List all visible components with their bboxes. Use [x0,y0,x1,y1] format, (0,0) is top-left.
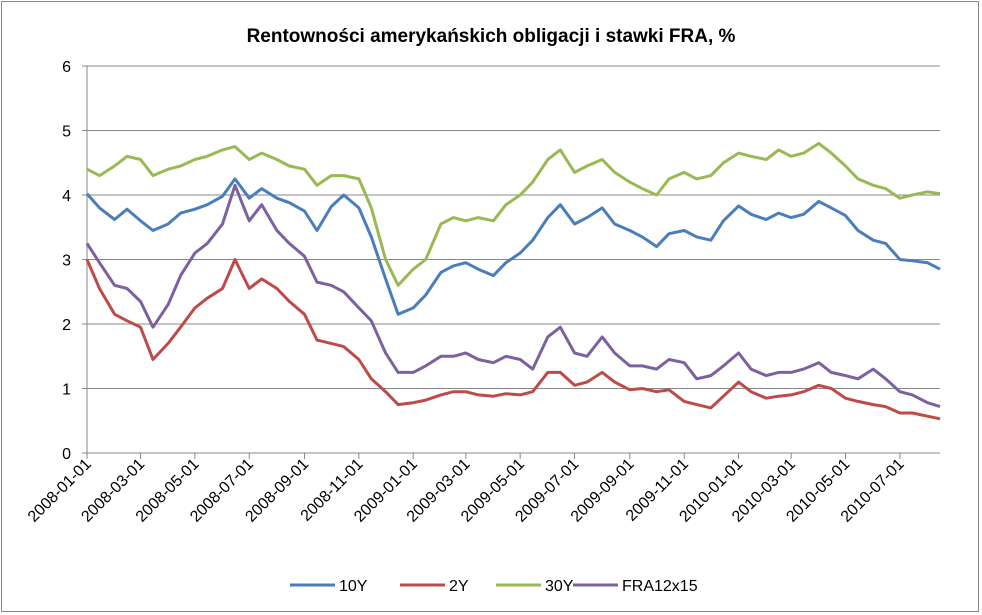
y-tick-label: 4 [62,188,71,205]
y-tick-label: 3 [62,253,71,270]
legend-label: 10Y [339,578,368,595]
y-tick-label: 0 [62,446,71,463]
series-line-fra12x15 [85,183,941,409]
legend-label: FRA12x15 [622,578,698,595]
y-tick-label: 5 [62,124,71,141]
y-tick-label: 1 [62,382,71,399]
series-line-10y [85,177,941,316]
legend-label: 30Y [545,578,574,595]
series-line-2y [85,258,941,421]
series-line-30y [86,141,941,287]
legend-label: 2Y [449,578,469,595]
y-tick-label: 6 [62,59,71,76]
chart-title: Rentowności amerykańskich obligacji i st… [246,26,736,47]
y-tick-label: 2 [62,317,71,334]
